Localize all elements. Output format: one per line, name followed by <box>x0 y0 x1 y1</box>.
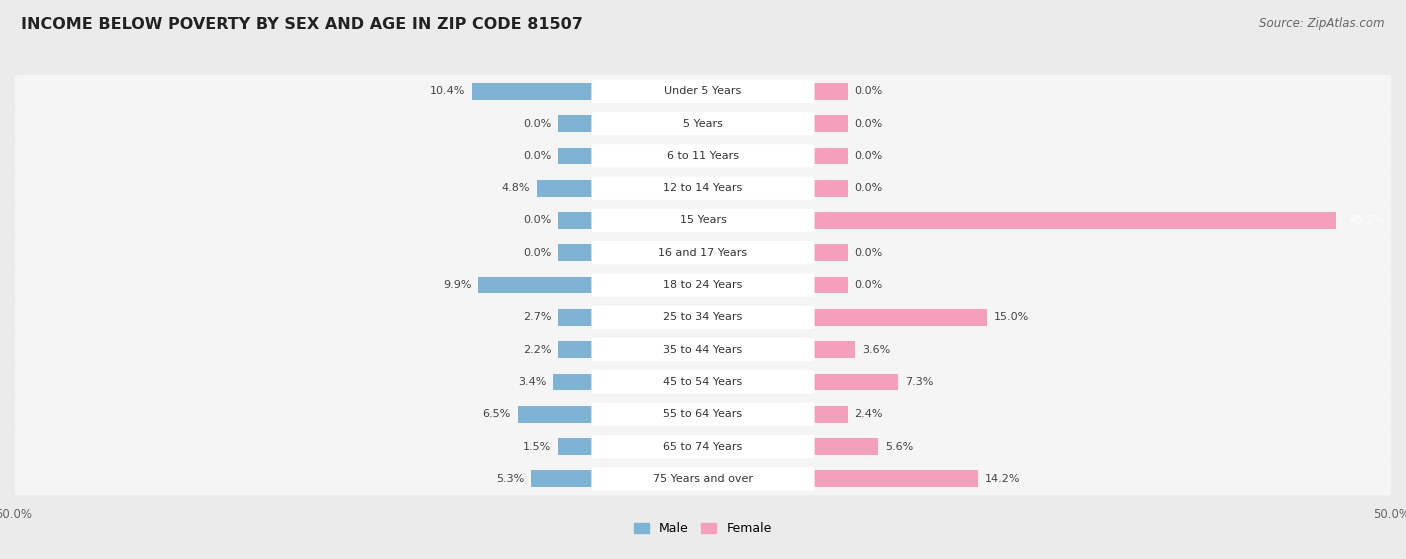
FancyBboxPatch shape <box>14 75 1392 108</box>
FancyBboxPatch shape <box>14 204 1392 237</box>
FancyBboxPatch shape <box>592 371 814 394</box>
Bar <box>478 277 593 293</box>
FancyBboxPatch shape <box>592 435 814 458</box>
Bar <box>558 244 593 261</box>
FancyBboxPatch shape <box>592 241 814 264</box>
Text: 4.8%: 4.8% <box>502 183 530 193</box>
Text: 18 to 24 Years: 18 to 24 Years <box>664 280 742 290</box>
Text: 75 Years and over: 75 Years and over <box>652 474 754 484</box>
Text: 35 to 44 Years: 35 to 44 Years <box>664 345 742 355</box>
Text: 55 to 64 Years: 55 to 64 Years <box>664 409 742 419</box>
Legend: Male, Female: Male, Female <box>630 518 776 541</box>
Text: 45 to 54 Years: 45 to 54 Years <box>664 377 742 387</box>
Text: 0.0%: 0.0% <box>855 119 883 129</box>
Bar <box>813 115 848 132</box>
Text: 6.5%: 6.5% <box>482 409 510 419</box>
Text: 65 to 74 Years: 65 to 74 Years <box>664 442 742 452</box>
FancyBboxPatch shape <box>14 333 1392 366</box>
Text: 45.2%: 45.2% <box>1350 215 1385 225</box>
FancyBboxPatch shape <box>14 462 1392 495</box>
Bar <box>813 277 848 293</box>
Bar <box>813 309 987 326</box>
Text: 1.5%: 1.5% <box>523 442 551 452</box>
Bar <box>813 180 848 197</box>
Bar <box>813 244 848 261</box>
Bar <box>472 83 593 100</box>
Bar <box>558 148 593 164</box>
Text: Under 5 Years: Under 5 Years <box>665 86 741 96</box>
Bar <box>531 471 593 487</box>
Text: 25 to 34 Years: 25 to 34 Years <box>664 312 742 323</box>
Text: 0.0%: 0.0% <box>523 119 551 129</box>
Text: 0.0%: 0.0% <box>855 183 883 193</box>
Text: 5 Years: 5 Years <box>683 119 723 129</box>
Bar <box>813 342 855 358</box>
Text: 7.3%: 7.3% <box>904 377 934 387</box>
FancyBboxPatch shape <box>14 139 1392 172</box>
FancyBboxPatch shape <box>592 80 814 103</box>
FancyBboxPatch shape <box>14 398 1392 431</box>
FancyBboxPatch shape <box>592 209 814 232</box>
Text: 0.0%: 0.0% <box>855 86 883 96</box>
Bar <box>813 83 848 100</box>
Text: 0.0%: 0.0% <box>855 151 883 161</box>
FancyBboxPatch shape <box>592 112 814 135</box>
Text: 10.4%: 10.4% <box>430 86 465 96</box>
Text: 14.2%: 14.2% <box>984 474 1019 484</box>
Text: 0.0%: 0.0% <box>523 248 551 258</box>
FancyBboxPatch shape <box>592 467 814 490</box>
Text: 5.3%: 5.3% <box>496 474 524 484</box>
FancyBboxPatch shape <box>592 402 814 426</box>
Text: 16 and 17 Years: 16 and 17 Years <box>658 248 748 258</box>
FancyBboxPatch shape <box>14 366 1392 399</box>
Text: 5.6%: 5.6% <box>884 442 912 452</box>
FancyBboxPatch shape <box>14 430 1392 463</box>
FancyBboxPatch shape <box>592 306 814 329</box>
FancyBboxPatch shape <box>14 107 1392 140</box>
Text: 0.0%: 0.0% <box>855 248 883 258</box>
Bar <box>554 373 593 390</box>
Bar <box>813 373 897 390</box>
Text: 6 to 11 Years: 6 to 11 Years <box>666 151 740 161</box>
FancyBboxPatch shape <box>592 338 814 361</box>
Text: INCOME BELOW POVERTY BY SEX AND AGE IN ZIP CODE 81507: INCOME BELOW POVERTY BY SEX AND AGE IN Z… <box>21 17 583 32</box>
FancyBboxPatch shape <box>592 177 814 200</box>
Bar <box>813 406 848 423</box>
Bar <box>558 115 593 132</box>
Text: 3.6%: 3.6% <box>862 345 890 355</box>
Text: 2.2%: 2.2% <box>523 345 551 355</box>
FancyBboxPatch shape <box>14 269 1392 301</box>
FancyBboxPatch shape <box>14 301 1392 334</box>
Bar <box>813 438 877 455</box>
Bar <box>558 342 593 358</box>
FancyBboxPatch shape <box>592 144 814 168</box>
Bar <box>558 309 593 326</box>
Bar <box>558 438 593 455</box>
Text: 0.0%: 0.0% <box>523 151 551 161</box>
Text: 12 to 14 Years: 12 to 14 Years <box>664 183 742 193</box>
FancyBboxPatch shape <box>592 273 814 297</box>
Text: 0.0%: 0.0% <box>523 215 551 225</box>
Bar <box>537 180 593 197</box>
Text: 15 Years: 15 Years <box>679 215 727 225</box>
Bar <box>813 212 1336 229</box>
Text: 2.4%: 2.4% <box>855 409 883 419</box>
Text: 3.4%: 3.4% <box>519 377 547 387</box>
FancyBboxPatch shape <box>14 172 1392 205</box>
Text: 0.0%: 0.0% <box>855 280 883 290</box>
Bar <box>813 148 848 164</box>
Bar <box>558 212 593 229</box>
FancyBboxPatch shape <box>14 236 1392 269</box>
Text: 15.0%: 15.0% <box>994 312 1029 323</box>
Text: 2.7%: 2.7% <box>523 312 551 323</box>
Text: Source: ZipAtlas.com: Source: ZipAtlas.com <box>1260 17 1385 30</box>
Bar <box>813 471 977 487</box>
Text: 9.9%: 9.9% <box>443 280 471 290</box>
Bar <box>517 406 593 423</box>
